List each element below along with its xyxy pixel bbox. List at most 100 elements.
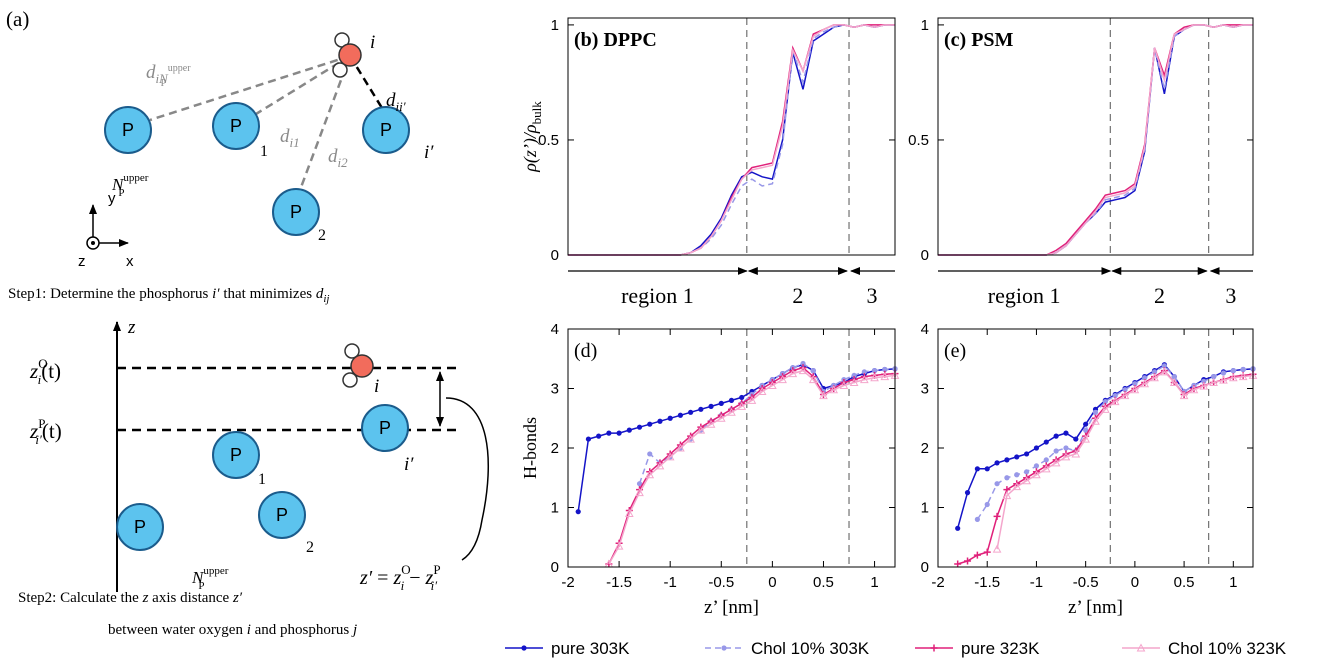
point <box>1033 445 1040 451</box>
point <box>1179 391 1189 400</box>
y-axis-label-text: H-bonds <box>520 417 540 479</box>
point <box>1110 397 1120 406</box>
point <box>871 368 878 374</box>
point <box>647 421 653 427</box>
point <box>1033 463 1040 469</box>
hydrogen <box>332 62 348 78</box>
point <box>800 360 806 367</box>
caption: Step1: Determine the phosphorus i′ that … <box>8 286 329 305</box>
y-tick-label: 4 <box>921 321 929 338</box>
plot-frame <box>567 328 896 568</box>
point <box>994 481 1000 487</box>
region-label: 2 <box>1154 283 1165 308</box>
point <box>1199 381 1209 390</box>
point <box>1161 363 1168 369</box>
y-tick-label: 3 <box>551 381 559 398</box>
panel-title: (e) <box>944 340 966 362</box>
y-tick-label: 4 <box>551 321 559 338</box>
point <box>747 395 757 404</box>
region-label: 2 <box>792 283 803 308</box>
point <box>1023 469 1030 475</box>
point <box>1051 458 1061 467</box>
point <box>757 386 767 395</box>
point <box>861 369 867 375</box>
point <box>1238 372 1248 381</box>
caption: Step2: Calculate the z axis distance z′ <box>18 590 243 606</box>
region-label: region 1 <box>621 283 694 308</box>
series-line <box>976 364 1254 520</box>
point <box>1092 409 1099 415</box>
point <box>1063 430 1069 436</box>
point <box>645 470 655 479</box>
y-axis-label-text: ρ(z’)/ρ <box>520 124 541 173</box>
node-label: P <box>230 116 242 136</box>
node-label: P <box>122 120 134 140</box>
caption: between water oxygen i and phosphorus j <box>108 622 357 638</box>
phosphorus <box>212 102 260 150</box>
point <box>1083 421 1089 427</box>
node-sub: 2 <box>318 227 326 244</box>
x-axis-label: z’ [nm] <box>704 597 759 618</box>
point <box>1043 457 1049 463</box>
phosphorus <box>116 503 164 551</box>
legend-label: pure 303K <box>551 639 630 658</box>
series-line <box>938 24 1253 256</box>
point <box>706 419 716 428</box>
point <box>964 490 971 496</box>
point <box>1053 433 1059 439</box>
point <box>718 400 724 406</box>
panel-title: (d) <box>574 340 597 362</box>
n-upper: Nupper P <box>111 172 149 199</box>
point <box>829 385 839 394</box>
point <box>1132 381 1138 387</box>
point <box>819 391 828 400</box>
point <box>655 461 665 470</box>
point <box>768 380 777 390</box>
node-label: P <box>290 202 302 222</box>
point <box>614 541 624 550</box>
oxygen <box>350 354 374 378</box>
point <box>993 512 1001 520</box>
node-label: P <box>134 517 146 537</box>
y-tick-label: 0.5 <box>538 132 559 149</box>
point <box>1022 476 1031 485</box>
point <box>1101 404 1110 413</box>
axis-label: y <box>108 190 116 207</box>
y-axis-label: H-bonds <box>520 417 540 479</box>
point <box>665 452 675 461</box>
y-axis-label-sub: bulk <box>529 101 544 125</box>
point <box>882 366 888 373</box>
distance-label: dii′ <box>386 90 406 114</box>
series-line <box>938 24 1253 256</box>
y-tick-label: 0 <box>551 247 559 264</box>
point <box>716 413 726 422</box>
point <box>737 401 747 410</box>
partner-label: i′ <box>424 142 434 163</box>
point <box>1151 369 1158 375</box>
z-phosphorus: zP i′(t) <box>29 416 62 447</box>
point <box>974 516 980 523</box>
point <box>1014 472 1020 478</box>
point <box>636 424 643 430</box>
region-label: region 1 <box>988 283 1061 308</box>
point <box>575 509 581 515</box>
y-tick-label: 3 <box>921 381 929 398</box>
point <box>635 488 644 497</box>
distance-label: diNupper P <box>146 62 191 89</box>
point <box>798 366 808 375</box>
y-tick-label: 0.5 <box>908 132 929 149</box>
point <box>596 433 602 439</box>
x-tick-label: -1 <box>664 574 677 591</box>
point <box>1071 449 1081 458</box>
panel-label: (a) <box>6 7 29 31</box>
point <box>1061 452 1071 461</box>
hydrogen <box>342 372 358 388</box>
point <box>1201 378 1207 384</box>
point <box>992 544 1002 553</box>
node-label: P <box>380 120 392 140</box>
point <box>1091 416 1100 425</box>
point <box>1122 387 1128 393</box>
chart-panel: 0 0.5 1 (c) PSM region 1 2 3 <box>908 17 1254 308</box>
point <box>994 460 1000 466</box>
axis-label: x <box>126 253 134 270</box>
